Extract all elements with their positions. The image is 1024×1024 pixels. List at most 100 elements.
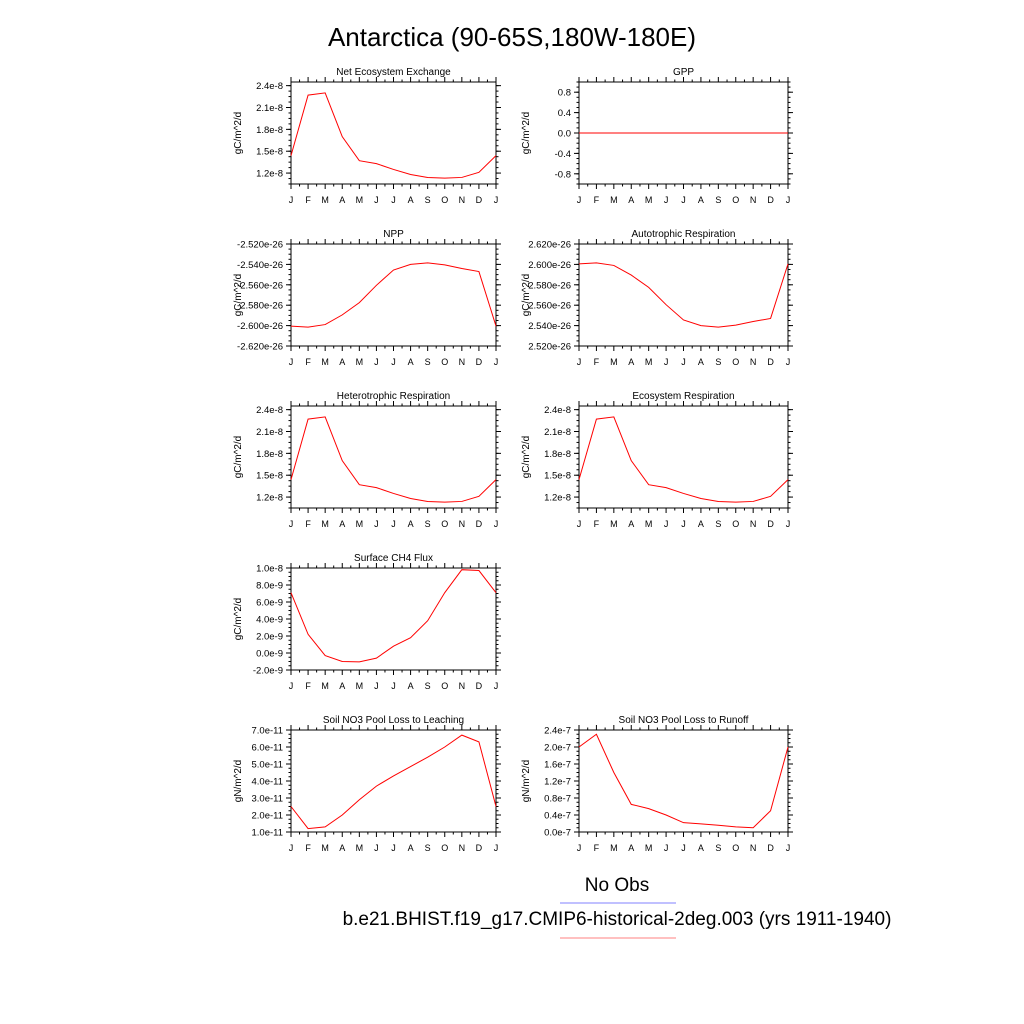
x-tick-label: N — [750, 195, 757, 205]
y-tick-label: 4.0e-11 — [251, 777, 283, 788]
y-tick-label: 2.4e-8 — [544, 405, 571, 416]
plot-frame — [578, 243, 789, 347]
x-tick-label: S — [425, 681, 431, 691]
y-tick-label: 1.8e-8 — [544, 449, 571, 460]
y-tick-label: -2.0e-9 — [253, 666, 283, 677]
x-tick-label: M — [610, 195, 618, 205]
x-tick-label: D — [476, 195, 483, 205]
x-tick-label: S — [425, 519, 431, 529]
x-tick-label: A — [408, 519, 414, 529]
y-axis-label: gN/m^2/d — [233, 760, 244, 803]
x-tick-label: M — [610, 519, 618, 529]
x-tick-label: O — [732, 357, 739, 367]
x-tick-label: A — [698, 843, 704, 853]
y-tick-label: 6.0e-9 — [256, 598, 283, 609]
series-line-heterotrophic-respiration — [290, 416, 497, 503]
x-tick-label: J — [494, 195, 499, 205]
x-tick-label: S — [425, 357, 431, 367]
y-tick-label: 1.5e-8 — [256, 471, 283, 482]
panel-title: Soil NO3 Pool Loss to Leaching — [323, 715, 464, 726]
y-tick-label: 1.0e-11 — [251, 828, 283, 839]
x-tick-label: N — [750, 843, 757, 853]
x-tick-label: J — [786, 519, 791, 529]
x-tick-label: M — [356, 519, 364, 529]
x-tick-label: J — [577, 357, 582, 367]
y-tick-label: 2.620e-26 — [528, 240, 571, 251]
x-tick-label: A — [408, 681, 414, 691]
x-tick-label: A — [698, 519, 704, 529]
x-tick-label: J — [374, 357, 379, 367]
x-tick-label: F — [594, 519, 600, 529]
x-tick-label: J — [681, 843, 686, 853]
x-tick-label: O — [441, 519, 448, 529]
x-tick-label: A — [339, 195, 345, 205]
x-tick-label: O — [441, 681, 448, 691]
panel-title: Net Ecosystem Exchange — [336, 67, 451, 78]
x-tick-label: N — [750, 519, 757, 529]
y-tick-label: 1.2e-8 — [544, 493, 571, 504]
x-tick-label: A — [698, 195, 704, 205]
x-tick-label: J — [374, 195, 379, 205]
y-tick-label: 1.2e-8 — [256, 169, 283, 180]
y-tick-label: 2.4e-7 — [544, 726, 571, 737]
x-tick-label: J — [494, 681, 499, 691]
x-tick-label: J — [681, 195, 686, 205]
x-tick-label: M — [645, 357, 653, 367]
series-line-net-ecosystem-exchange — [290, 92, 497, 179]
plot-frame — [578, 405, 789, 509]
x-tick-label: M — [321, 519, 329, 529]
x-tick-label: J — [577, 195, 582, 205]
plot-frame — [290, 243, 497, 347]
x-tick-label: A — [408, 843, 414, 853]
x-tick-label: D — [767, 195, 774, 205]
x-tick-label: S — [425, 843, 431, 853]
x-tick-label: J — [786, 843, 791, 853]
x-tick-label: D — [476, 681, 483, 691]
x-tick-label: J — [391, 519, 396, 529]
x-tick-label: O — [441, 843, 448, 853]
x-tick-label: S — [715, 843, 721, 853]
y-tick-label: -2.600e-26 — [237, 321, 283, 332]
x-tick-label: J — [494, 843, 499, 853]
x-tick-label: M — [321, 843, 329, 853]
x-tick-label: S — [715, 357, 721, 367]
x-tick-label: M — [610, 357, 618, 367]
x-tick-label: J — [289, 357, 294, 367]
x-tick-label: S — [715, 519, 721, 529]
x-tick-label: F — [594, 843, 600, 853]
x-tick-label: J — [494, 357, 499, 367]
y-tick-label: -0.4 — [555, 149, 571, 160]
panel-title: GPP — [673, 67, 694, 78]
x-tick-label: J — [664, 357, 669, 367]
y-tick-label: 1.5e-8 — [256, 147, 283, 158]
panel-title: Ecosystem Respiration — [632, 391, 734, 402]
series-line-soil-no3-pool-loss-to-leaching — [290, 734, 497, 830]
x-tick-label: A — [339, 519, 345, 529]
x-tick-label: F — [305, 519, 311, 529]
y-axis-label: gC/m^2/d — [521, 274, 532, 317]
series-line-surface-ch4-flux — [290, 569, 497, 663]
x-tick-label: O — [732, 843, 739, 853]
y-tick-label: 5.0e-11 — [251, 760, 283, 771]
x-tick-label: O — [732, 519, 739, 529]
y-tick-label: 1.6e-7 — [544, 760, 571, 771]
y-tick-label: 2.560e-26 — [528, 301, 571, 312]
y-axis-label: gC/m^2/d — [233, 274, 244, 317]
x-tick-label: M — [321, 357, 329, 367]
y-tick-label: 0.4e-7 — [544, 811, 571, 822]
y-tick-label: 2.1e-8 — [256, 427, 283, 438]
y-tick-label: 0.0e-9 — [256, 649, 283, 660]
y-tick-label: -2.540e-26 — [237, 260, 283, 271]
x-tick-label: A — [628, 195, 634, 205]
y-axis-label: gC/m^2/d — [233, 598, 244, 641]
y-tick-label: 0.0e-7 — [544, 828, 571, 839]
x-tick-label: J — [289, 681, 294, 691]
legend-label-no-obs: No Obs — [585, 875, 649, 896]
x-tick-label: D — [476, 357, 483, 367]
plot-frame — [290, 567, 497, 671]
x-tick-label: J — [289, 843, 294, 853]
